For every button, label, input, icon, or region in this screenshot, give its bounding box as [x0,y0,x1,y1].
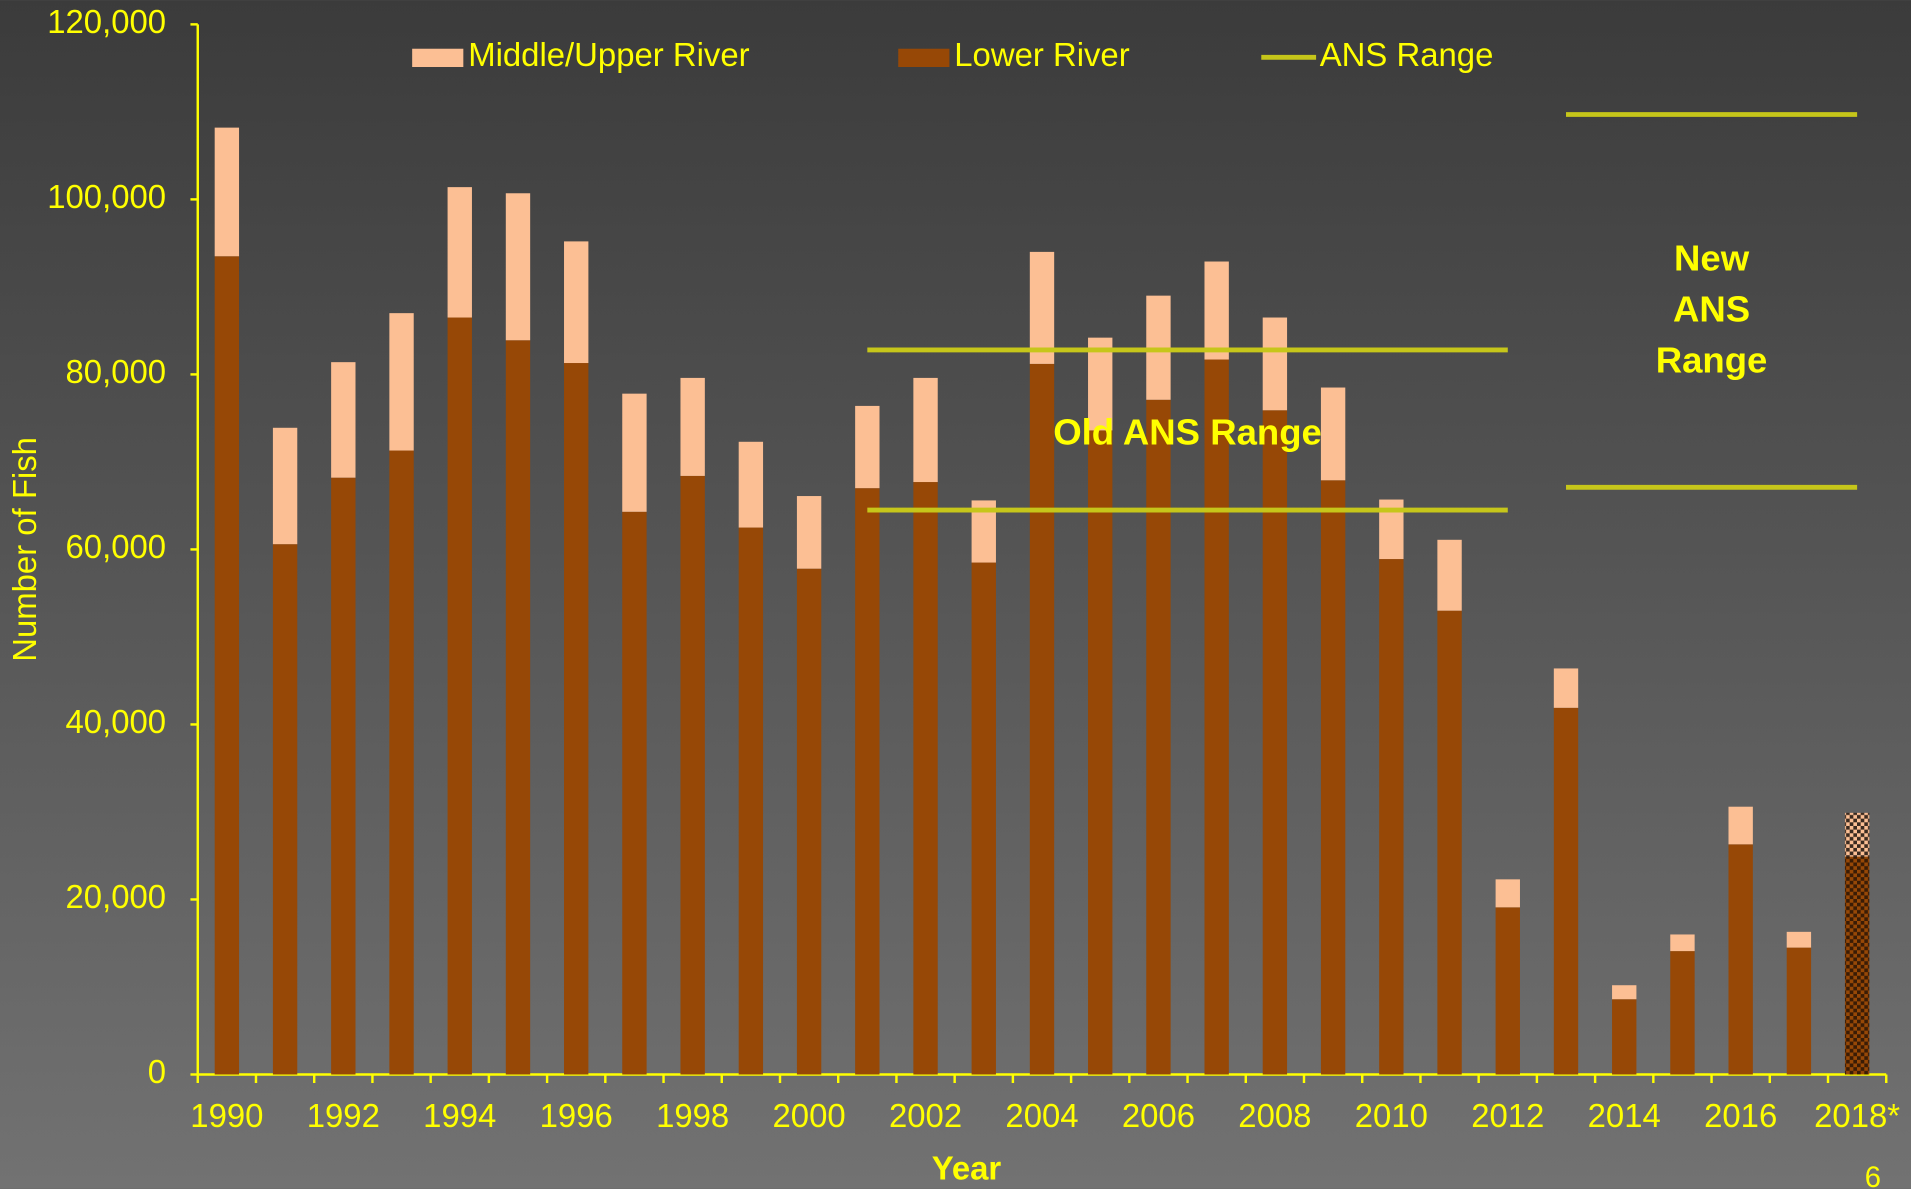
x-tick-label: 2014 [1588,1097,1661,1134]
bar-segment [971,562,996,1075]
bar-segment [1728,806,1753,845]
legend-label: Middle/Upper River [468,36,749,73]
x-tick-label: 2008 [1238,1097,1311,1134]
y-axis-label: Number of Fish [6,437,43,662]
bar-segment [1670,934,1695,952]
bar-segment [1495,879,1520,908]
x-tick-label: 2010 [1355,1097,1428,1134]
bar-segment [1728,844,1753,1075]
x-tick-label: 1990 [190,1097,263,1134]
bar-segment [796,496,822,569]
bar-segment [1553,668,1579,708]
x-tick-label: 2012 [1471,1097,1544,1134]
bar-segment [505,340,531,1075]
bar-segment [1553,707,1579,1075]
bar-segment [564,241,589,364]
bar-segment [1844,856,1870,1075]
bar-segment [1495,907,1520,1075]
bar-segment [389,313,414,451]
ans-label: Old ANS Range [1053,412,1322,453]
bar-segment [389,450,414,1075]
bar-segment [1029,251,1055,364]
ans-label: Range [1656,340,1768,381]
bar-segment [505,193,531,341]
bar-segment [1088,337,1113,431]
legend-label: Lower River [954,36,1129,73]
ans-label: ANS [1673,289,1750,330]
bar-segment [622,511,647,1075]
bar-segment [1029,363,1055,1075]
bar-segment [738,441,764,528]
bar-segment [913,482,938,1075]
bar-segment [214,127,240,257]
bar-segment [1612,999,1637,1075]
y-tick-label: 0 [148,1053,166,1090]
legend: ANS Range Middle/Upper River Lower River [412,36,1493,73]
bar-segment [1262,410,1288,1075]
bar-segment [855,405,880,489]
y-tick-label: 40,000 [66,703,167,740]
x-tick-label: 2002 [889,1097,962,1134]
bar-segment [622,393,647,512]
bar-segment [855,488,880,1075]
x-tick-label: 2000 [773,1097,846,1134]
bar-segment [272,544,298,1075]
bar-segment [1786,931,1812,948]
bar-segment [738,527,764,1075]
bar-segment [1437,610,1462,1075]
bar-segment [1320,480,1346,1075]
x-tick-label: 1996 [540,1097,613,1134]
bar-segment [1204,261,1229,360]
bar-segment [1146,399,1171,1075]
page-number: 6 [1865,1162,1881,1189]
bar-segment [331,477,356,1075]
x-tick-label: 1994 [423,1097,496,1134]
bar-segment [331,362,356,478]
y-tick-label: 100,000 [47,178,166,215]
bar-segment [564,363,589,1075]
bar-segment [1379,559,1404,1075]
bar-segment [1844,812,1870,857]
y-tick-label: 20,000 [66,878,167,915]
bar-segment [1204,359,1229,1075]
bar-segment [447,317,472,1075]
bar-segment [272,427,298,545]
bar-segment [680,475,705,1075]
x-tick-label: 2006 [1122,1097,1195,1134]
bar-segment [913,377,938,483]
bar-segment [1262,317,1288,411]
bar-segment [1786,947,1812,1075]
x-tick-label: 1998 [656,1097,729,1134]
bar-segment [1612,985,1637,1000]
x-tick-label: 2016 [1704,1097,1777,1134]
bar-segment [1437,539,1462,611]
y-tick-label: 120,000 [47,3,166,40]
bar-segment [680,377,705,476]
y-tick-label: 80,000 [66,353,167,390]
bar-segment [447,187,472,318]
legend-label: ANS Range [1320,36,1494,73]
x-tick-label: 1992 [307,1097,380,1134]
x-axis-label: Year [932,1149,1002,1186]
bar-segment [1670,951,1695,1075]
x-tick-label: 2004 [1005,1097,1078,1134]
bar-segment [1088,430,1113,1075]
bar-segment [1320,387,1346,481]
ans-label: New [1674,237,1750,278]
legend-swatch [412,48,464,68]
bar-segment [796,568,822,1075]
legend-swatch [898,48,950,68]
bar-segment [214,256,240,1075]
x-tick-label: 2018* [1814,1097,1900,1134]
y-tick-label: 60,000 [66,528,167,565]
